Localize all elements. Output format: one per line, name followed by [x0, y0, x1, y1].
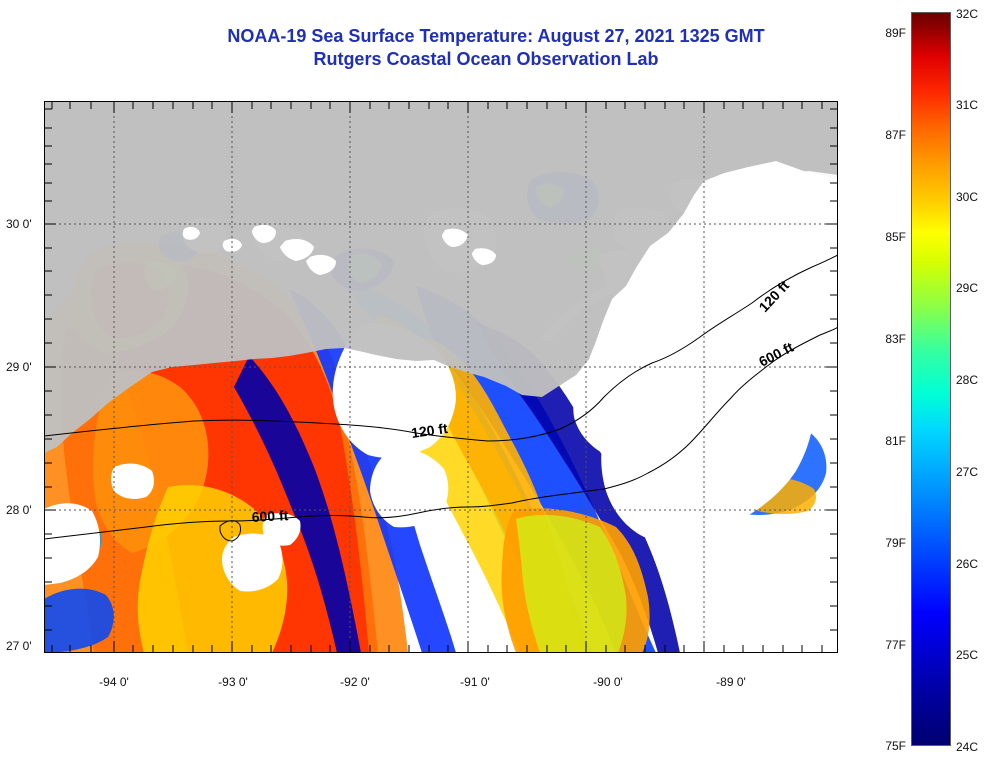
colorbar-c-label-31: 31C: [956, 98, 979, 112]
x-axis-label-minus-94: -94 0': [99, 675, 129, 689]
colorbar-c-label-29: 29C: [956, 281, 979, 295]
delta-islands: [592, 171, 838, 393]
contour-label-600-ft-west: 600 ft: [251, 507, 289, 525]
colorbar-f-label-85: 85F: [885, 230, 906, 244]
y-axis-label-28: 28 0': [6, 503, 32, 517]
map-panel: 120 ft 120 ft 600 ft 600 ft: [44, 101, 838, 653]
x-axis-label-minus-91: -91 0': [460, 675, 490, 689]
map-border: [44, 101, 838, 653]
title-line-1: NOAA-19 Sea Surface Temperature: August …: [227, 26, 765, 46]
grid-lines: [44, 101, 838, 653]
small-coastal-clouds: [182, 224, 496, 275]
x-axis-label-minus-89: -89 0': [716, 675, 746, 689]
y-axis-label-27: 27 0': [6, 639, 32, 653]
x-axis-label-minus-92: -92 0': [340, 675, 370, 689]
colorbar-scale: [911, 12, 951, 746]
contour-loop: [219, 520, 241, 542]
land-overlay: [44, 101, 838, 453]
x-axis-label-minus-90: -90 0': [593, 675, 623, 689]
contour-120ft: [44, 254, 838, 442]
contour-label-120-ft: 120 ft: [410, 420, 449, 441]
colorbar-f-label-87: 87F: [885, 128, 906, 142]
sst-map-svg: 120 ft 120 ft 600 ft 600 ft: [44, 101, 838, 653]
contour-lines: [44, 254, 838, 542]
x-axis-label-minus-93: -93 0': [218, 675, 248, 689]
colorbar-c-label-25: 25C: [956, 648, 979, 662]
colorbar-f-label-77: 77F: [885, 638, 906, 652]
y-axis-label-30: 30 0': [6, 217, 32, 231]
cloud-mask: [44, 179, 838, 653]
colorbar-f-label-81: 81F: [885, 434, 906, 448]
colorbar-f-label-75: 75F: [885, 739, 906, 753]
colorbar-c-label-27: 27C: [956, 465, 979, 479]
colorbar-f-label-83: 83F: [885, 332, 906, 346]
colorbar-c-label-26: 26C: [956, 557, 979, 571]
map-title: NOAA-19 Sea Surface Temperature: August …: [0, 24, 992, 71]
colorbar-c-label-32: 32C: [956, 7, 979, 21]
colorbar-f-label-79: 79F: [885, 536, 906, 550]
y-axis-label-29: 29 0': [6, 360, 32, 374]
colorbar-c-label-28: 28C: [956, 373, 979, 387]
colorbar-f-label-89: 89F: [885, 26, 906, 40]
colorbar-c-label-24: 24C: [956, 740, 979, 754]
title-line-2: Rutgers Coastal Ocean Observation Lab: [313, 49, 659, 69]
colorbar-c-label-30: 30C: [956, 190, 979, 204]
axis-ticks: [44, 101, 838, 653]
temperature-colorbar: 89F 87F 85F 83F 81F 79F 77F 75F 32C 31C …: [867, 0, 992, 761]
